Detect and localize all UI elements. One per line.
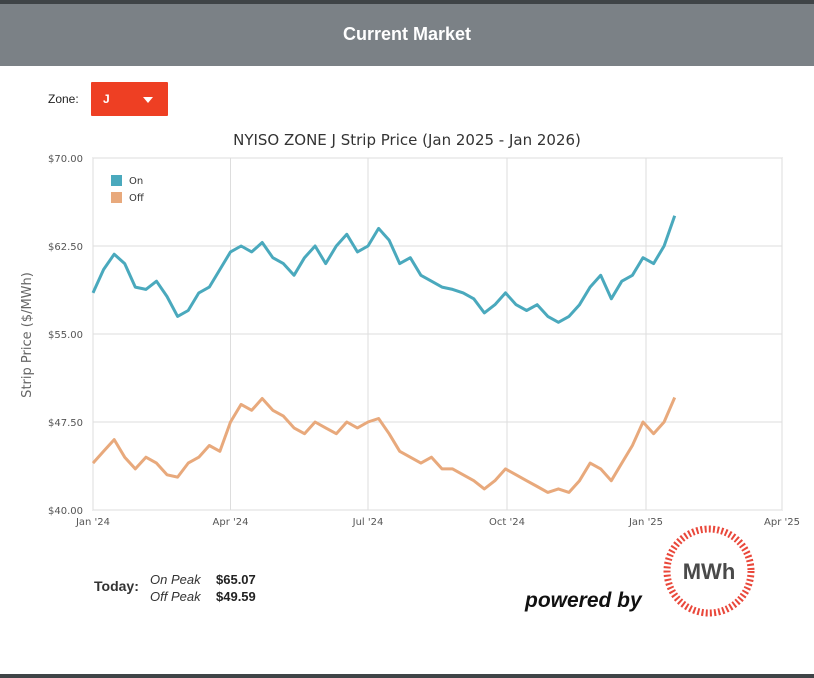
series-line-off (91, 396, 677, 494)
y-tick-label: $40.00 (48, 506, 83, 517)
x-tick-label: Oct '24 (489, 517, 525, 528)
y-tick-label: $47.50 (48, 418, 83, 429)
x-tick-label: Jul '24 (352, 517, 384, 528)
y-tick-label: $62.50 (48, 242, 83, 253)
peak-values: $65.07 $49.59 (216, 571, 256, 605)
header-bar: Current Market (0, 0, 814, 66)
x-tick-label: Apr '25 (764, 517, 800, 528)
bottom-border (0, 674, 814, 678)
powered-by-text: powered by (525, 589, 642, 612)
strip-price-chart: NYISO ZONE J Strip Price (Jan 2025 - Jan… (20, 131, 800, 528)
today-label: Today: (94, 578, 139, 594)
off-peak-value: $49.59 (216, 589, 256, 604)
x-tick-label: Jan '25 (628, 517, 663, 528)
y-tick-labels: $40.00 $47.50 $55.00 $62.50 $70.00 (48, 154, 83, 517)
legend-swatch-off (111, 192, 122, 203)
on-peak-label: On Peak (150, 572, 201, 587)
zone-label: Zone: (48, 92, 79, 106)
chevron-down-icon (143, 97, 153, 103)
y-tick-label: $55.00 (48, 330, 83, 341)
series-lines (91, 215, 677, 494)
on-peak-value: $65.07 (216, 572, 256, 587)
series-line-on (91, 215, 677, 324)
zone-selected-value: J (103, 92, 110, 106)
mwh-logo: MWh (663, 525, 755, 617)
grid-lines (92, 157, 783, 511)
zone-dropdown[interactable]: J (91, 82, 168, 116)
legend-swatch-on (111, 175, 122, 186)
y-tick-label: $70.00 (48, 154, 83, 165)
logo-text: MWh (683, 559, 736, 584)
legend-label-off: Off (129, 193, 145, 204)
peak-labels: On Peak Off Peak (150, 571, 201, 605)
page-title: Current Market (342, 24, 472, 44)
off-peak-label: Off Peak (150, 589, 201, 604)
chart-legend: On Off (111, 175, 145, 204)
legend-label-on: On (129, 176, 143, 187)
y-axis-label: Strip Price ($/MWh) (20, 272, 35, 398)
x-tick-label: Apr '24 (213, 517, 249, 528)
x-tick-label: Jan '24 (75, 517, 110, 528)
x-tick-labels: Jan '24 Apr '24 Jul '24 Oct '24 Jan '25 Apr '… (75, 517, 800, 528)
chart-title: NYISO ZONE J Strip Price (Jan 2025 - Jan… (233, 131, 581, 149)
